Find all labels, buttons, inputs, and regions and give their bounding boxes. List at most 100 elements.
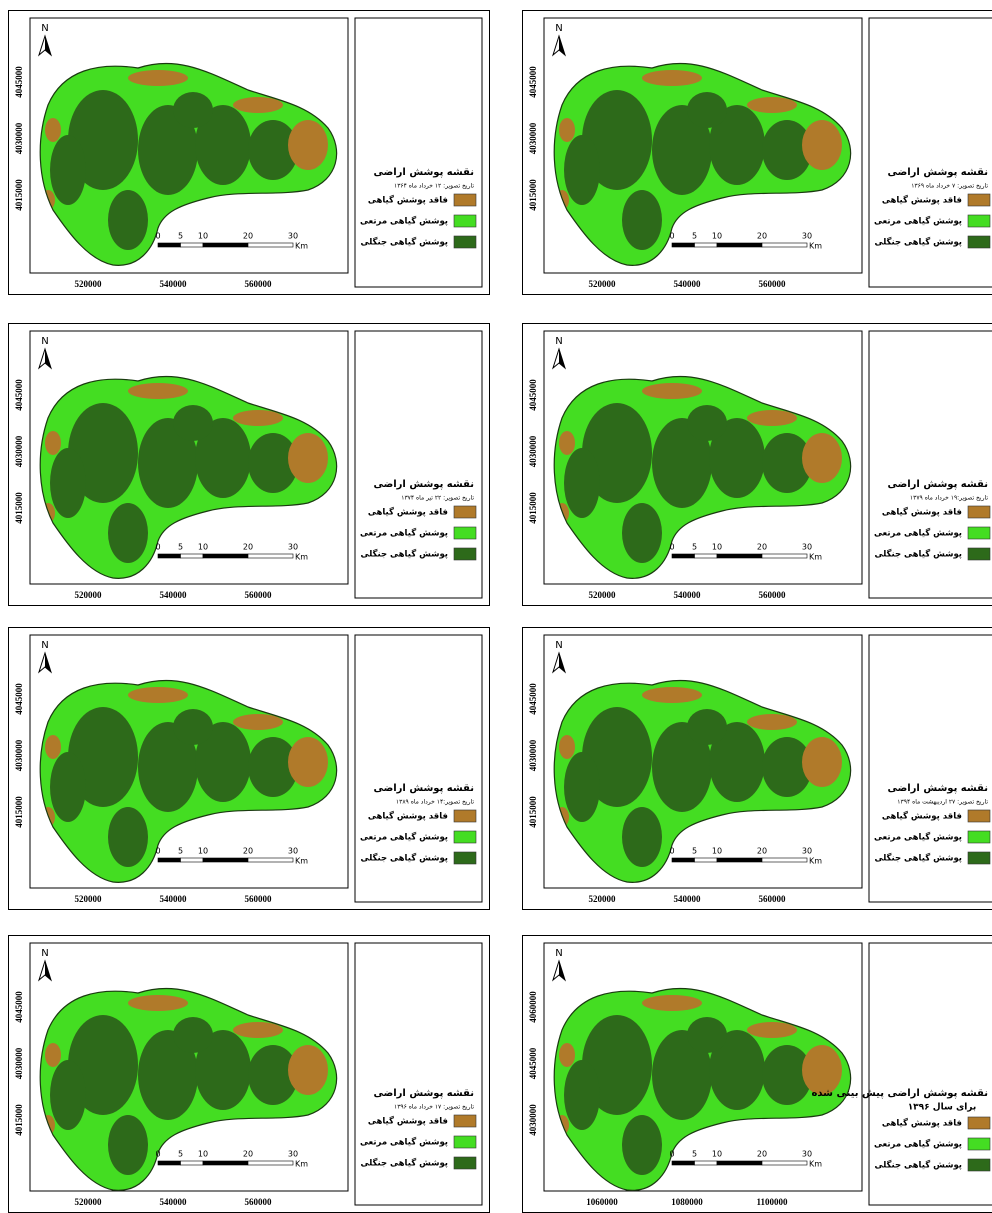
x-coordinate-label: 560000 [245, 279, 273, 289]
x-coordinate-label: 560000 [245, 1197, 273, 1207]
scale-segment [248, 554, 293, 558]
scale-label: 30 [288, 1150, 298, 1159]
legend-date: تاریخ تصویر: ۲۲ تیر ماه ۱۳۷۴ [401, 495, 474, 502]
scale-label: 20 [757, 543, 767, 552]
x-coordinate-label: 560000 [759, 279, 787, 289]
scale-label: 5 [178, 232, 183, 241]
land-cover [40, 988, 336, 1190]
scale-label: 0 [669, 1150, 674, 1159]
bare-area [747, 410, 797, 426]
legend-label: پوشش گیاهی جنگلی [874, 549, 962, 560]
bare-area [642, 70, 702, 86]
legend-label: پوشش گیاهی جنگلی [360, 1158, 448, 1169]
y-coordinate-label: 4015000 [528, 179, 538, 211]
scale-label: 0 [155, 847, 160, 856]
x-coordinate-label: 520000 [75, 279, 103, 289]
map-figure: N406000040450004030000106000010800001100… [522, 935, 992, 1213]
bare-area [288, 1045, 328, 1095]
scale-label: 10 [712, 847, 722, 856]
scale-segment [762, 1161, 807, 1165]
scale-unit: Km [295, 242, 308, 251]
bare-area [45, 735, 61, 759]
x-coordinate-label: 1060000 [586, 1197, 618, 1207]
scale-segment [203, 1161, 248, 1165]
legend-label: پوشش گیاهی جنگلی [874, 853, 962, 864]
scale-segment [695, 1161, 718, 1165]
scale-segment [672, 554, 695, 558]
scale-segment [672, 1161, 695, 1165]
legend-swatch [454, 548, 476, 560]
y-coordinate-label: 4030000 [528, 122, 538, 154]
bare-area [747, 714, 797, 730]
forest-area [173, 709, 213, 745]
bare-area [128, 687, 188, 703]
scale-segment [672, 243, 695, 247]
y-coordinate-label: 4015000 [528, 492, 538, 524]
scale-segment [248, 243, 293, 247]
scale-label: 10 [712, 232, 722, 241]
north-label: N [555, 23, 562, 34]
bare-area [128, 383, 188, 399]
x-coordinate-label: 560000 [759, 894, 787, 904]
scale-segment [762, 554, 807, 558]
forest-area [564, 1060, 600, 1130]
forest-area [50, 1060, 86, 1130]
legend-label: پوشش گیاهی مرتعی [360, 1137, 448, 1148]
scale-label: 10 [198, 1150, 208, 1159]
scale-segment [248, 1161, 293, 1165]
y-coordinate-label: 4045000 [14, 991, 24, 1023]
scale-segment [672, 858, 695, 862]
scale-label: 20 [243, 232, 253, 241]
scale-label: 30 [288, 543, 298, 552]
legend-swatch [454, 1157, 476, 1169]
scale-label: 5 [178, 1150, 183, 1159]
scale-label: 30 [288, 232, 298, 241]
x-coordinate-label: 540000 [674, 590, 702, 600]
scale-label: 20 [757, 1150, 767, 1159]
bare-area [559, 735, 575, 759]
forest-area [564, 135, 600, 205]
legend-label: پوشش گیاهی مرتعی [874, 528, 962, 539]
bare-area [45, 1043, 61, 1067]
bare-area [747, 97, 797, 113]
north-label: N [555, 336, 562, 347]
legend-label: پوشش گیاهی جنگلی [360, 237, 448, 248]
forest-area [108, 503, 148, 563]
legend-date: تاریخ تصویر: ۱۲ خرداد ماه ۱۳۶۴ [394, 183, 474, 190]
scale-segment [181, 1161, 204, 1165]
map-figure: N404500040300004015000520000540000560000… [522, 627, 992, 910]
scale-segment [181, 243, 204, 247]
scale-segment [762, 858, 807, 862]
forest-area [173, 405, 213, 441]
legend-label: فاقد پوشش گیاهی [368, 195, 448, 206]
scale-unit: Km [809, 857, 822, 866]
x-coordinate-label: 540000 [160, 279, 188, 289]
legend-label: فاقد پوشش گیاهی [368, 811, 448, 822]
bare-area [642, 687, 702, 703]
x-coordinate-label: 520000 [589, 279, 617, 289]
scale-label: 20 [757, 847, 767, 856]
y-coordinate-label: 4045000 [528, 66, 538, 98]
legend-swatch [454, 1115, 476, 1127]
map-figure: N404500040300004015000520000540000560000… [8, 935, 490, 1213]
scale-segment [717, 243, 762, 247]
scale-segment [203, 243, 248, 247]
legend-label: پوشش گیاهی جنگلی [360, 853, 448, 864]
scale-label: 5 [178, 543, 183, 552]
forest-area [108, 807, 148, 867]
scale-segment [695, 858, 718, 862]
legend-swatch [454, 1136, 476, 1148]
legend-swatch [968, 852, 990, 864]
y-coordinate-label: 4045000 [528, 379, 538, 411]
scale-label: 5 [692, 543, 697, 552]
legend-label: پوشش گیاهی مرتعی [360, 528, 448, 539]
legend-label: فاقد پوشش گیاهی [882, 507, 962, 518]
y-coordinate-label: 4045000 [14, 683, 24, 715]
bare-area [802, 433, 842, 483]
scale-segment [158, 1161, 181, 1165]
x-coordinate-label: 540000 [674, 279, 702, 289]
scale-segment [717, 858, 762, 862]
bare-area [288, 737, 328, 787]
